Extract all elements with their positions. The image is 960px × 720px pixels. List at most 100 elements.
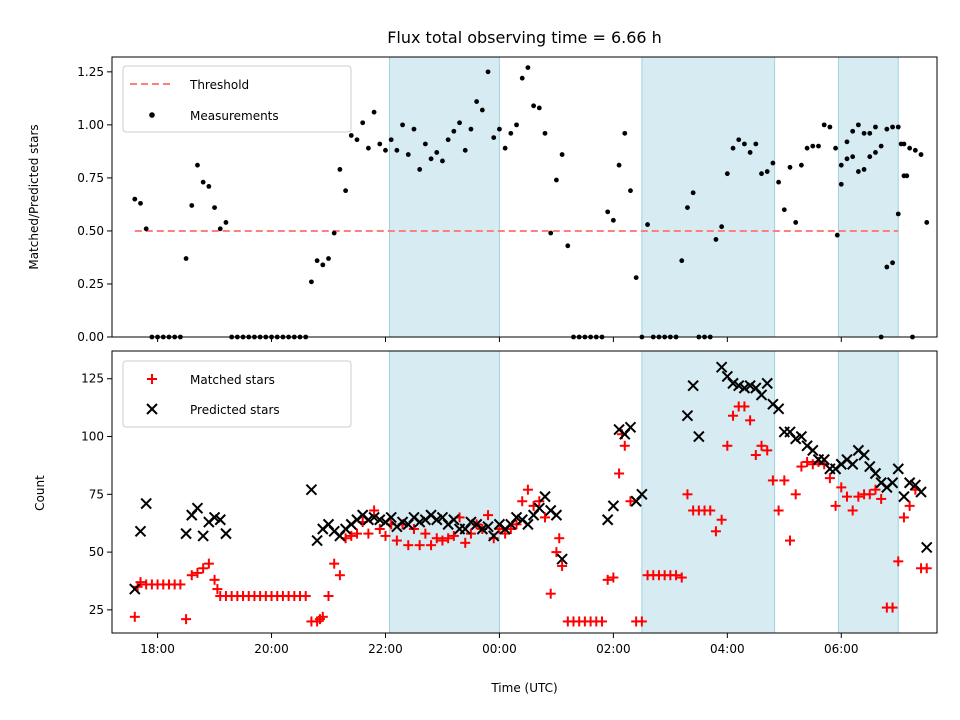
measurement-point bbox=[690, 190, 696, 196]
matched-point bbox=[135, 577, 146, 588]
y-tick-label: 125 bbox=[81, 372, 104, 386]
measurement-point bbox=[781, 207, 787, 213]
measurement-point bbox=[331, 230, 337, 236]
measurement-point bbox=[895, 124, 901, 130]
matched-point bbox=[893, 556, 904, 567]
shaded-interval bbox=[388, 350, 500, 634]
measurement-point bbox=[360, 120, 366, 126]
matched-point bbox=[836, 482, 847, 493]
matched-point bbox=[602, 574, 613, 585]
measurement-point bbox=[645, 222, 650, 227]
matched-point bbox=[300, 591, 311, 602]
top-y-axis-label: Matched/Predicted stars bbox=[27, 124, 41, 269]
matched-point bbox=[921, 563, 932, 574]
matched-point bbox=[380, 530, 391, 541]
measurement-point bbox=[309, 279, 314, 285]
x-tick-label: 18:00 bbox=[140, 642, 175, 656]
matched-point bbox=[830, 500, 841, 511]
predicted-point bbox=[488, 530, 500, 542]
measurement-point bbox=[542, 130, 548, 136]
predicted-legend-swatch bbox=[146, 403, 158, 415]
matched-point bbox=[181, 614, 192, 625]
measurement-point bbox=[491, 135, 497, 141]
matched-point bbox=[705, 505, 716, 516]
predicted-point bbox=[693, 430, 705, 443]
matched-point bbox=[557, 560, 568, 571]
measurement-point bbox=[217, 226, 223, 232]
measurement-point bbox=[326, 256, 331, 261]
predicted-point bbox=[687, 379, 699, 392]
measurement-point bbox=[719, 224, 725, 230]
predicted-point bbox=[607, 500, 620, 512]
top-axes: 0.00 0.25 0.50 0.75 1.00 1.25 bbox=[77, 56, 938, 344]
predicted-point bbox=[482, 520, 494, 533]
matched-point bbox=[317, 611, 328, 622]
measurement-point bbox=[816, 143, 821, 149]
matched-point bbox=[209, 574, 220, 585]
measurement-point bbox=[844, 156, 850, 162]
matched-point bbox=[614, 468, 625, 479]
predicted-point bbox=[191, 502, 204, 514]
measurement-point bbox=[183, 256, 189, 261]
measurement-point bbox=[787, 164, 793, 170]
measurement-point bbox=[776, 179, 782, 185]
measurement-point bbox=[904, 173, 910, 179]
matched-point bbox=[437, 535, 448, 546]
measurement-point bbox=[605, 209, 611, 215]
predicted-point bbox=[846, 458, 859, 470]
predicted-point bbox=[180, 527, 192, 540]
matched-point bbox=[625, 496, 636, 507]
measurement-point bbox=[724, 171, 730, 177]
x-axis-label: Time (UTC) bbox=[490, 681, 557, 695]
x-tick-label: 20:00 bbox=[254, 642, 289, 656]
measurement-point bbox=[753, 141, 759, 147]
matched-point bbox=[807, 459, 818, 470]
x-tick-label: 22:00 bbox=[368, 642, 403, 656]
measurement-point bbox=[884, 264, 890, 270]
measurement-point bbox=[838, 181, 844, 187]
measurement-point bbox=[918, 152, 924, 157]
measurement-point bbox=[924, 220, 930, 225]
measurement-point bbox=[834, 232, 840, 238]
matched-point bbox=[545, 588, 556, 599]
measurement-point bbox=[497, 126, 502, 132]
measurement-point bbox=[679, 258, 685, 264]
threshold-legend-label: Threshold bbox=[189, 78, 249, 92]
matched-point bbox=[608, 572, 619, 583]
matched-point bbox=[203, 558, 214, 569]
measurement-point bbox=[850, 128, 856, 134]
measurement-point bbox=[838, 162, 844, 168]
matched-point bbox=[460, 537, 471, 548]
predicted-point bbox=[807, 444, 819, 457]
measurement-point bbox=[394, 147, 400, 153]
measurement-point bbox=[451, 128, 457, 134]
night-shading bbox=[388, 350, 899, 634]
measurement-point bbox=[850, 154, 856, 160]
predicted-point bbox=[795, 430, 808, 443]
predicted-point bbox=[550, 509, 563, 521]
matched-point bbox=[853, 491, 864, 502]
y-tick-label: 1.00 bbox=[77, 118, 104, 132]
measurements-legend-swatch bbox=[149, 112, 155, 118]
x-tick-label: 02:00 bbox=[596, 642, 631, 656]
matched-point bbox=[483, 510, 494, 521]
matched-point bbox=[198, 563, 209, 574]
matched-point bbox=[408, 523, 419, 534]
measurement-point bbox=[713, 237, 719, 242]
matched-point bbox=[745, 415, 756, 426]
measurement-point bbox=[519, 75, 525, 81]
measurement-point bbox=[354, 137, 360, 143]
matched-point bbox=[212, 584, 223, 595]
measurement-point bbox=[365, 145, 371, 151]
matched-point bbox=[346, 530, 357, 541]
matched-point bbox=[551, 547, 562, 558]
measurement-point bbox=[400, 122, 405, 128]
measurement-point bbox=[901, 141, 907, 147]
predicted-point bbox=[556, 553, 568, 565]
predicted-point bbox=[624, 421, 637, 433]
measurement-point bbox=[485, 69, 491, 75]
predicted-point bbox=[134, 525, 147, 538]
measurement-point bbox=[844, 139, 850, 145]
measurement-point bbox=[479, 107, 485, 113]
